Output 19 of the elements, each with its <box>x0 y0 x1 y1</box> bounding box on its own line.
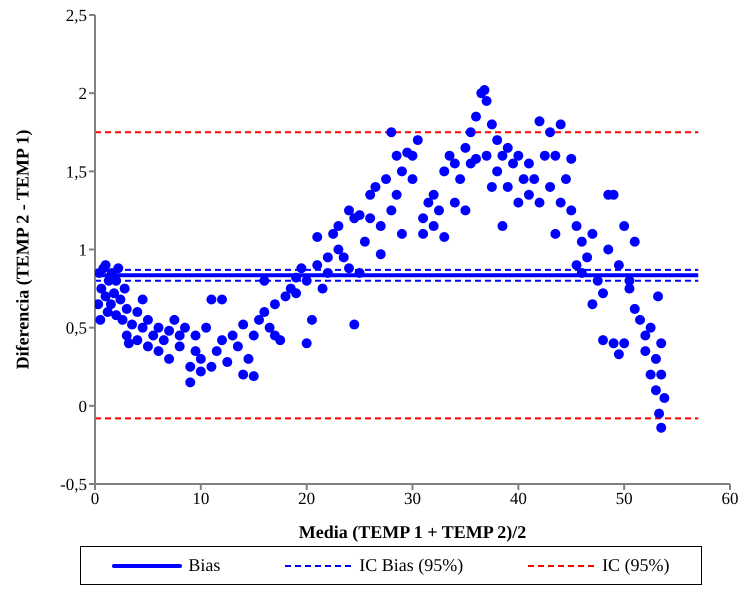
y-tick-label: 2,5 <box>66 6 87 26</box>
y-tick-label: 0,5 <box>66 318 87 338</box>
y-tick-label: 2 <box>78 84 87 104</box>
x-tick-label: 50 <box>616 489 633 508</box>
y-tick-label: 1 <box>78 240 87 260</box>
y-tick-label: -0,5 <box>60 475 87 494</box>
x-tick-label: 60 <box>722 489 738 508</box>
x-tick-label: 20 <box>298 489 316 508</box>
legend-label: IC (95%) <box>602 555 670 576</box>
x-tick-label: 40 <box>510 489 527 508</box>
y-tick-label: 0 <box>78 396 87 416</box>
y-tick-label: 1,5 <box>66 162 87 182</box>
x-axis-title: Media (TEMP 1 + TEMP 2)/2 <box>298 522 526 542</box>
y-axis-title: Diferencia (TEMP 2 - TEMP 1) <box>12 130 32 370</box>
x-tick-label: 10 <box>192 489 210 508</box>
x-tick-label: 30 <box>404 489 421 508</box>
x-tick-label: 0 <box>90 489 100 508</box>
legend-label: Bias <box>188 555 220 576</box>
legend-label: IC Bias (95%) <box>359 555 464 576</box>
